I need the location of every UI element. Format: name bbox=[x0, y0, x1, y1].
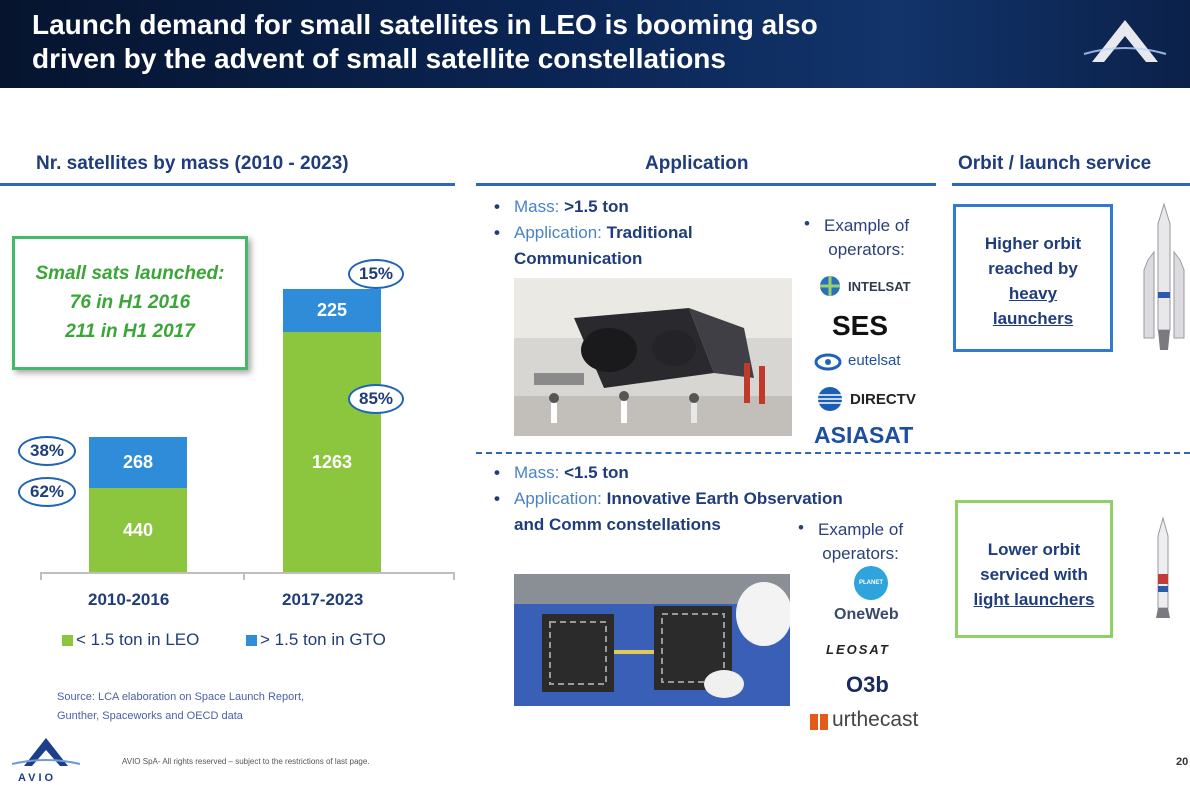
x-tick-label-2010-2016: 2010-2016 bbox=[88, 590, 170, 609]
avio-footer-brand: AVIO bbox=[18, 772, 57, 784]
application-section-rule bbox=[476, 183, 936, 186]
legend-swatch-gto bbox=[246, 634, 257, 646]
avio-footer-logo-icon bbox=[11, 738, 81, 766]
asiasat-logo: ASIASAT bbox=[814, 422, 914, 448]
header-banner: Launch demand for small satellites in LE… bbox=[0, 0, 1190, 88]
small-sats-callout: Small sats launched: 76 in H1 2016 211 i… bbox=[12, 236, 248, 370]
launchers-link[interactable]: launchers bbox=[992, 309, 1074, 328]
application-section-title: Application bbox=[645, 153, 749, 174]
directv-logo: DIRECTV bbox=[850, 391, 916, 408]
bar-gto-2010-2016: 268 bbox=[89, 437, 187, 489]
lower-orbit-line-2: serviced with bbox=[980, 565, 1088, 584]
bottom-mass-bullet: Mass: <1.5 ton bbox=[492, 460, 922, 486]
x-tick-label-2017-2023: 2017-2023 bbox=[282, 590, 364, 609]
percent-label: 85% bbox=[348, 384, 404, 415]
urthecast-logo: urthecast bbox=[832, 708, 919, 731]
chart-section-title: Nr. satellites by mass (2010 - 2023) bbox=[36, 153, 349, 174]
legend-item-leo: < 1.5 ton in LEO bbox=[62, 630, 199, 650]
ses-logo: SES bbox=[832, 310, 889, 341]
eutelsat-swirl-icon bbox=[814, 353, 842, 371]
lower-orbit-box: Lower orbit serviced with light launcher… bbox=[955, 500, 1113, 638]
legend-item-gto: > 1.5 ton in GTO bbox=[246, 630, 386, 650]
intelsat-logo: INTELSAT bbox=[848, 279, 911, 294]
bar-value-label: 268 bbox=[122, 452, 154, 473]
x-axis bbox=[40, 572, 455, 574]
higher-orbit-line-2: reached by bbox=[988, 259, 1078, 278]
callout-line-1: Small sats launched: bbox=[35, 263, 225, 284]
o3b-logo: O3b bbox=[846, 672, 889, 697]
bar-value-label: 225 bbox=[316, 300, 348, 321]
urthecast-logo-icon bbox=[810, 714, 828, 730]
top-example-label: Example of operators: bbox=[824, 216, 910, 259]
oneweb-logo: OneWeb bbox=[834, 606, 899, 623]
heavy-launcher-rocket-icon bbox=[1143, 202, 1185, 350]
orbit-section-rule bbox=[952, 183, 1190, 186]
higher-orbit-line-1: Higher orbit bbox=[984, 234, 1082, 253]
eutelsat-logo: eutelsat bbox=[848, 352, 901, 369]
bar-gto-2017-2023: 225 bbox=[283, 289, 381, 333]
legend-swatch-leo bbox=[62, 634, 73, 646]
top-application-bullets: Mass: >1.5 ton Application: TraditionalC… bbox=[492, 194, 792, 272]
x-axis-tick bbox=[40, 572, 42, 580]
bar-leo-2017-2023: 1263 bbox=[283, 332, 381, 572]
bar-value-label: 1263 bbox=[311, 452, 353, 473]
percent-label: 38% bbox=[18, 436, 76, 467]
bar-value-label: 440 bbox=[122, 519, 154, 540]
footer-copyright: AVIO SpA- All rights reserved – subject … bbox=[122, 757, 370, 766]
top-mass-bullet: Mass: >1.5 ton bbox=[492, 194, 792, 220]
bottom-application-bullet: Application: Innovative Earth Observatio… bbox=[492, 486, 922, 538]
source-note: Source: LCA elaboration on Space Launch … bbox=[57, 691, 305, 722]
planet-logo-icon: PLANET bbox=[854, 566, 888, 600]
callout-line-3: 211 in H1 2017 bbox=[65, 321, 195, 342]
callout-line-2: 76 in H1 2016 bbox=[69, 292, 191, 313]
legend-label-leo: < 1.5 ton in LEO bbox=[76, 630, 200, 649]
light-launcher-rocket-icon bbox=[1156, 516, 1170, 618]
legend-label-gto: > 1.5 ton in GTO bbox=[260, 630, 386, 649]
percent-label: 15% bbox=[348, 259, 404, 290]
x-axis-tick bbox=[243, 572, 245, 580]
bottom-application-bullets: Mass: <1.5 ton Application: Innovative E… bbox=[492, 460, 922, 538]
heavy-link[interactable]: heavy bbox=[1008, 284, 1058, 303]
higher-orbit-box: Higher orbit reached by heavy launchers bbox=[953, 204, 1113, 352]
satellite-photo bbox=[514, 278, 792, 436]
application-divider bbox=[476, 452, 1190, 454]
percent-label: 62% bbox=[18, 477, 76, 507]
lower-orbit-line-1: Lower orbit bbox=[987, 540, 1081, 559]
top-example-bullet: • bbox=[804, 214, 810, 233]
leosat-logo: LEOSAT bbox=[826, 642, 890, 657]
light-launchers-link[interactable]: light launchers bbox=[973, 590, 1095, 609]
page-number: 20 bbox=[1176, 756, 1189, 768]
bottom-example-label: Example of operators: bbox=[818, 520, 904, 563]
bar-leo-2010-2016: 440 bbox=[89, 488, 187, 572]
intelsat-globe-icon bbox=[820, 276, 840, 296]
slide-title: Launch demand for small satellites in LE… bbox=[32, 9, 818, 74]
directv-globe-icon bbox=[818, 387, 842, 411]
avio-logo-icon bbox=[1083, 20, 1167, 62]
chart-section-rule bbox=[0, 183, 455, 186]
orbit-section-title: Orbit / launch service bbox=[958, 153, 1152, 174]
bottom-example-bullet: • bbox=[798, 518, 804, 537]
x-axis-tick bbox=[453, 572, 455, 580]
cubesat-photo bbox=[514, 574, 790, 706]
